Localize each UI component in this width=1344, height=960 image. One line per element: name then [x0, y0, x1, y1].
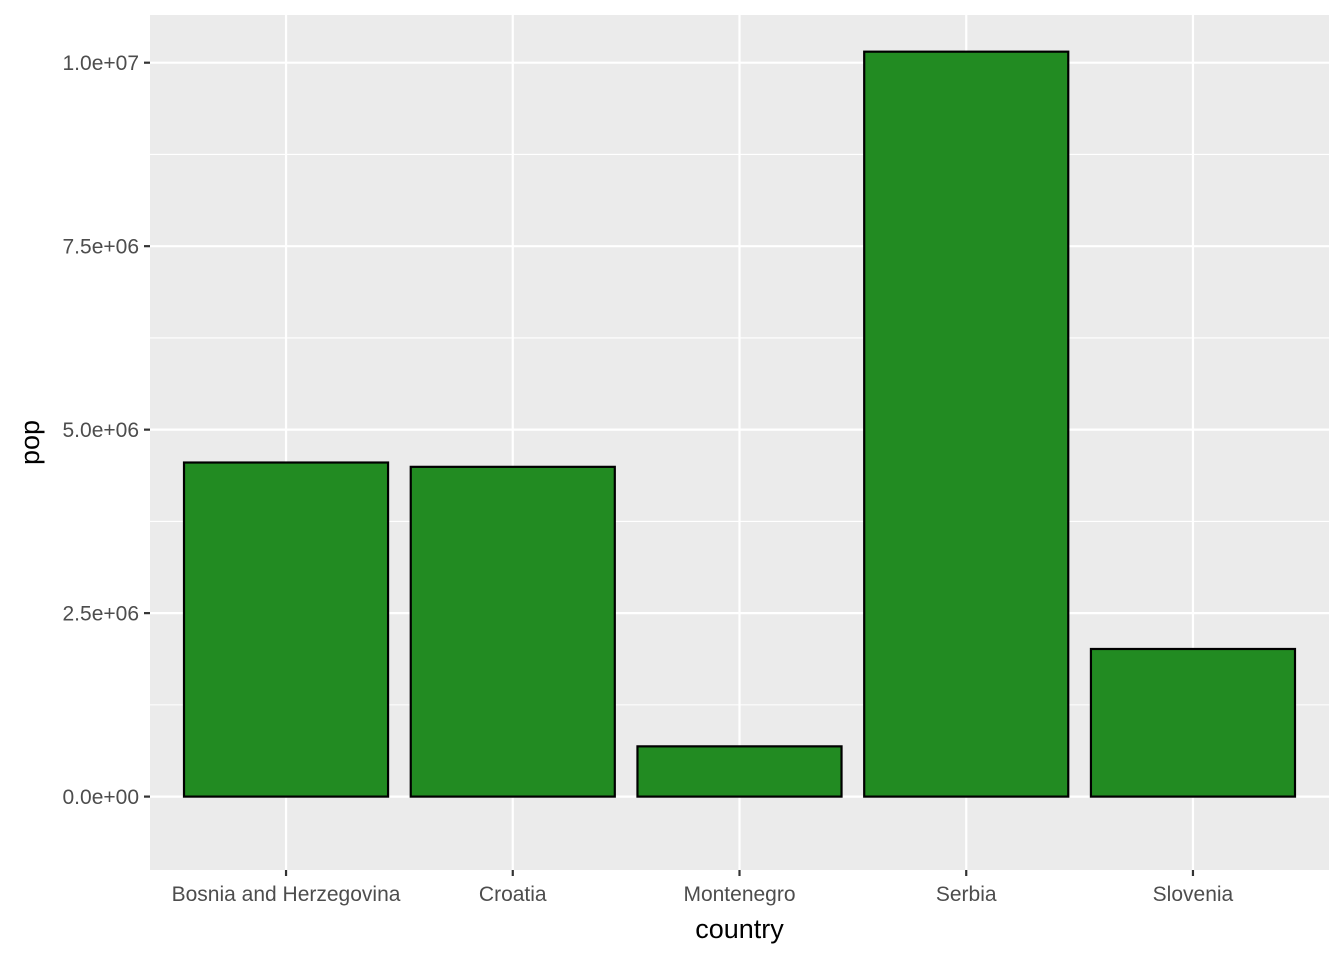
x-axis: Bosnia and Herzegovina Croatia Montenegro S…: [172, 870, 1234, 906]
x-tick-label: Montenegro: [683, 883, 795, 906]
y-tick-label: 1.0e+07: [63, 52, 140, 75]
bar-croatia: [409, 465, 616, 798]
y-tick-label: 7.5e+06: [63, 236, 140, 259]
y-tick-label: 2.5e+06: [63, 603, 140, 626]
y-axis-title: pop: [15, 420, 45, 465]
x-tick-label: Bosnia and Herzegovina: [172, 883, 401, 906]
bar-bosnia-and-herzegovina: [182, 461, 390, 798]
bars: [182, 50, 1297, 798]
y-tick-label: 0.0e+00: [63, 786, 140, 809]
x-tick-label: Serbia: [936, 883, 997, 906]
y-axis: 0.0e+00 2.5e+06 5.0e+06 7.5e+06 1.0e+07: [63, 52, 150, 809]
x-tick-label: Slovenia: [1153, 883, 1234, 906]
y-tick-label: 5.0e+06: [63, 419, 140, 442]
bar-montenegro: [636, 745, 843, 798]
bar-slovenia: [1089, 647, 1297, 798]
x-tick-label: Croatia: [479, 883, 547, 906]
x-axis-title: country: [695, 914, 784, 944]
bar-serbia: [863, 50, 1070, 798]
